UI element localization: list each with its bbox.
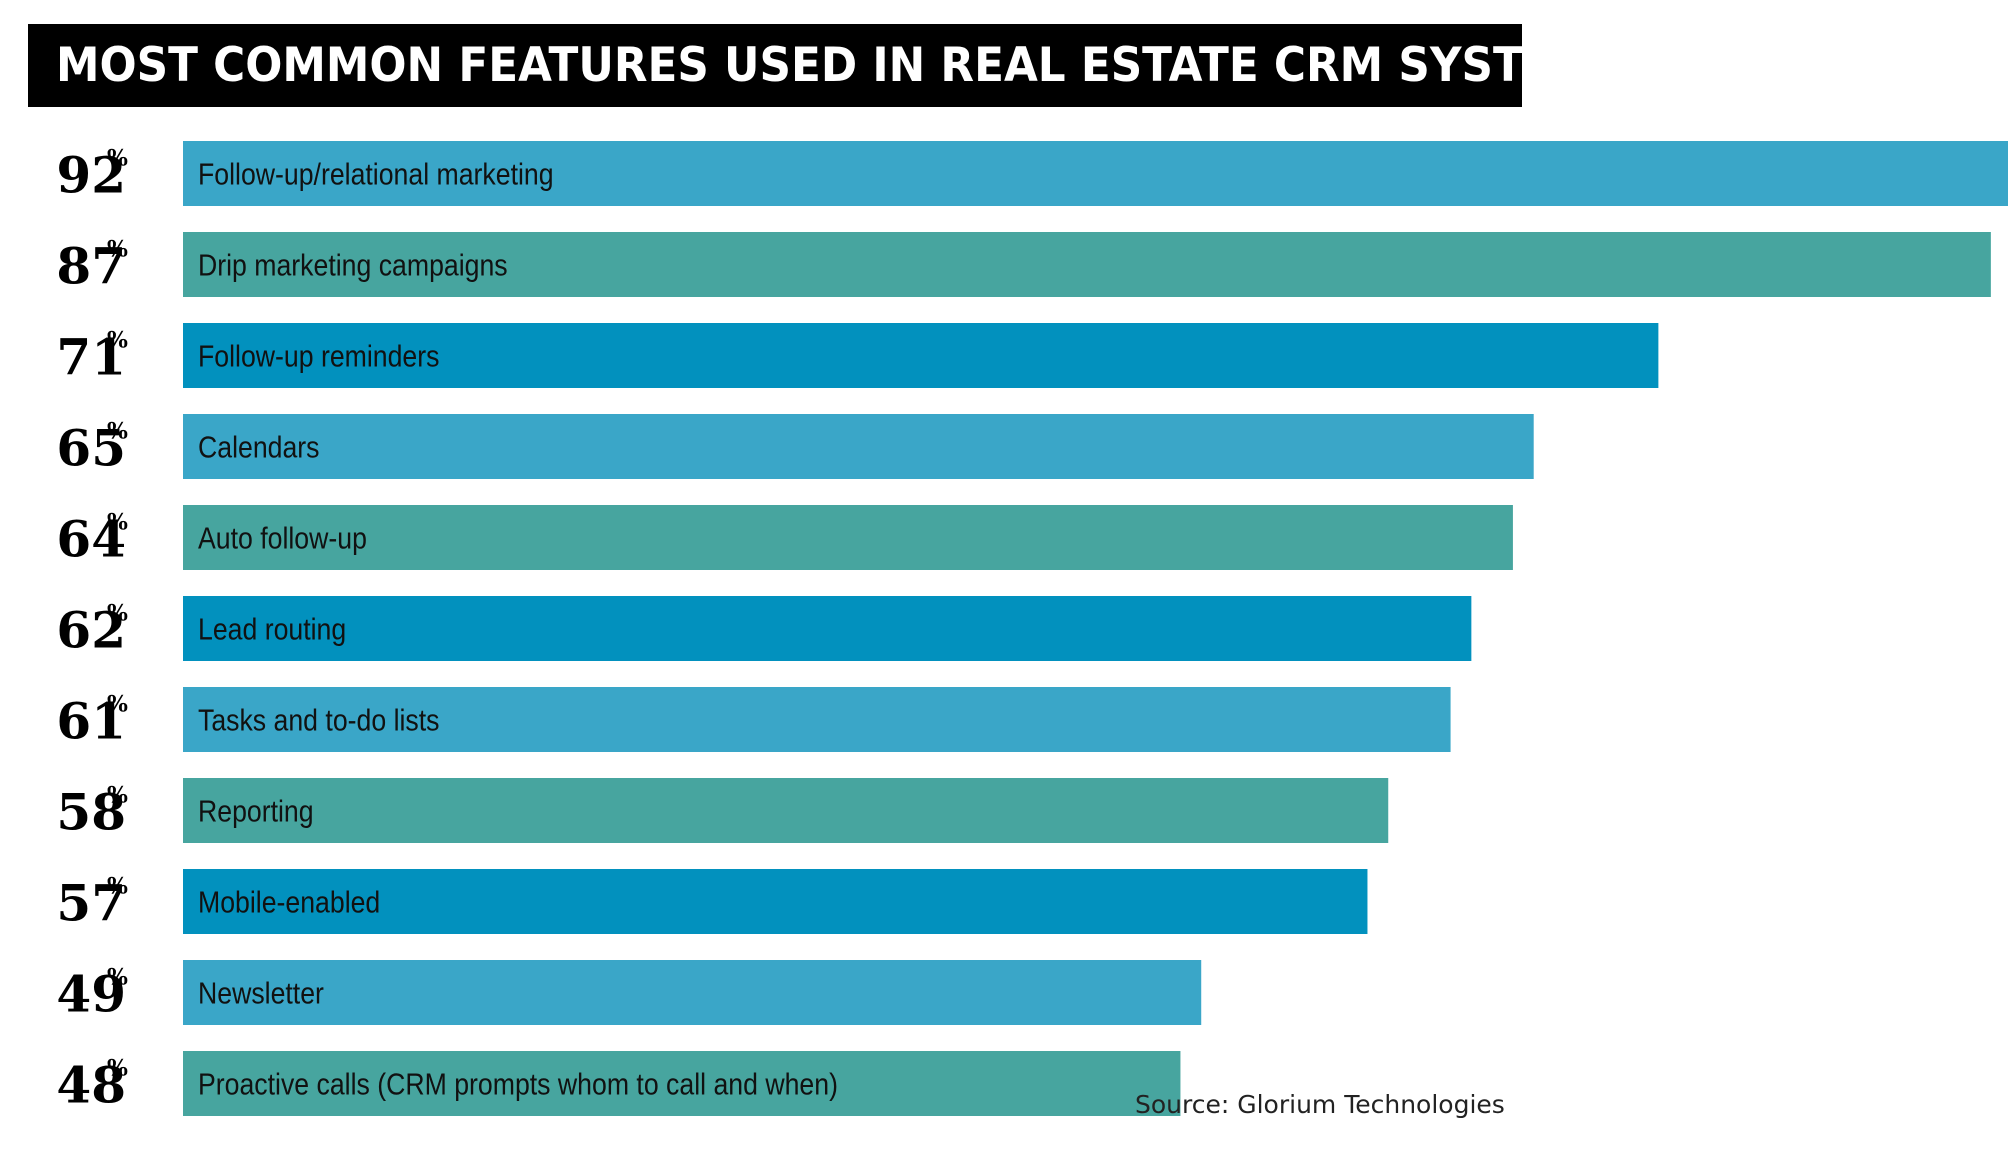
bar-row: Follow-up reminders 71%	[56, 323, 1659, 388]
bar-row: Follow-up/relational marketing 92%	[56, 141, 2008, 206]
bar	[183, 778, 1389, 843]
percent-sign: %	[107, 1056, 128, 1082]
percent-sign: %	[107, 510, 128, 536]
category-label: Drip marketing campaigns	[198, 249, 508, 283]
category-label: Proactive calls (CRM prompts whom to cal…	[198, 1068, 838, 1102]
percent-sign: %	[107, 419, 128, 445]
bar-row: Tasks and to-do lists 61%	[56, 687, 1451, 752]
bar-row: Proactive calls (CRM prompts whom to cal…	[56, 1051, 1181, 1116]
category-label: Calendars	[198, 431, 320, 465]
category-label: Reporting	[198, 795, 314, 829]
bar	[183, 596, 1472, 661]
category-label: Newsletter	[198, 977, 324, 1011]
value-label: 48	[56, 1056, 126, 1115]
bar	[183, 323, 1659, 388]
percent-sign: %	[107, 237, 128, 263]
percent-sign: %	[107, 965, 128, 991]
category-label: Tasks and to-do lists	[198, 704, 439, 738]
value-label: 71	[56, 328, 126, 387]
bar-row: Auto follow-up 64%	[56, 505, 1513, 570]
bar-row: Calendars 65%	[56, 414, 1534, 479]
value-label: 62	[56, 601, 126, 660]
bar-row: Mobile-enabled 57%	[56, 869, 1368, 934]
bar-row: Newsletter 49%	[56, 960, 1202, 1025]
percent-sign: %	[107, 328, 128, 354]
value-label: 58	[56, 783, 126, 842]
percent-sign: %	[107, 874, 128, 900]
bar	[183, 232, 1991, 297]
value-label: 65	[56, 419, 126, 478]
category-label: Auto follow-up	[198, 522, 367, 556]
source-note: Source: Glorium Technologies	[1135, 1090, 1505, 1119]
percent-sign: %	[107, 692, 128, 718]
bar	[183, 687, 1451, 752]
value-label: 64	[56, 510, 126, 569]
value-label: 92	[56, 146, 126, 205]
bar	[183, 869, 1368, 934]
chart-title-banner: MOST COMMON FEATURES USED IN REAL ESTATE…	[28, 24, 1628, 107]
value-label: 87	[56, 237, 126, 296]
bar	[183, 505, 1513, 570]
bar	[183, 141, 2008, 206]
bar	[183, 960, 1202, 1025]
value-label: 61	[56, 692, 126, 751]
chart-title: MOST COMMON FEATURES USED IN REAL ESTATE…	[56, 38, 1628, 93]
percent-sign: %	[107, 601, 128, 627]
value-label: 57	[56, 874, 126, 933]
percent-sign: %	[107, 783, 128, 809]
category-label: Mobile-enabled	[198, 886, 380, 920]
category-label: Follow-up/relational marketing	[198, 158, 554, 192]
bar-row: Drip marketing campaigns 87%	[56, 232, 1991, 297]
percent-sign: %	[107, 146, 128, 172]
bar	[183, 1051, 1181, 1116]
category-label: Follow-up reminders	[198, 340, 439, 374]
value-label: 49	[56, 965, 126, 1024]
category-label: Lead routing	[198, 613, 346, 647]
bar-row: Reporting 58%	[56, 778, 1389, 843]
bar-row: Lead routing 62%	[56, 596, 1472, 661]
bar	[183, 414, 1534, 479]
